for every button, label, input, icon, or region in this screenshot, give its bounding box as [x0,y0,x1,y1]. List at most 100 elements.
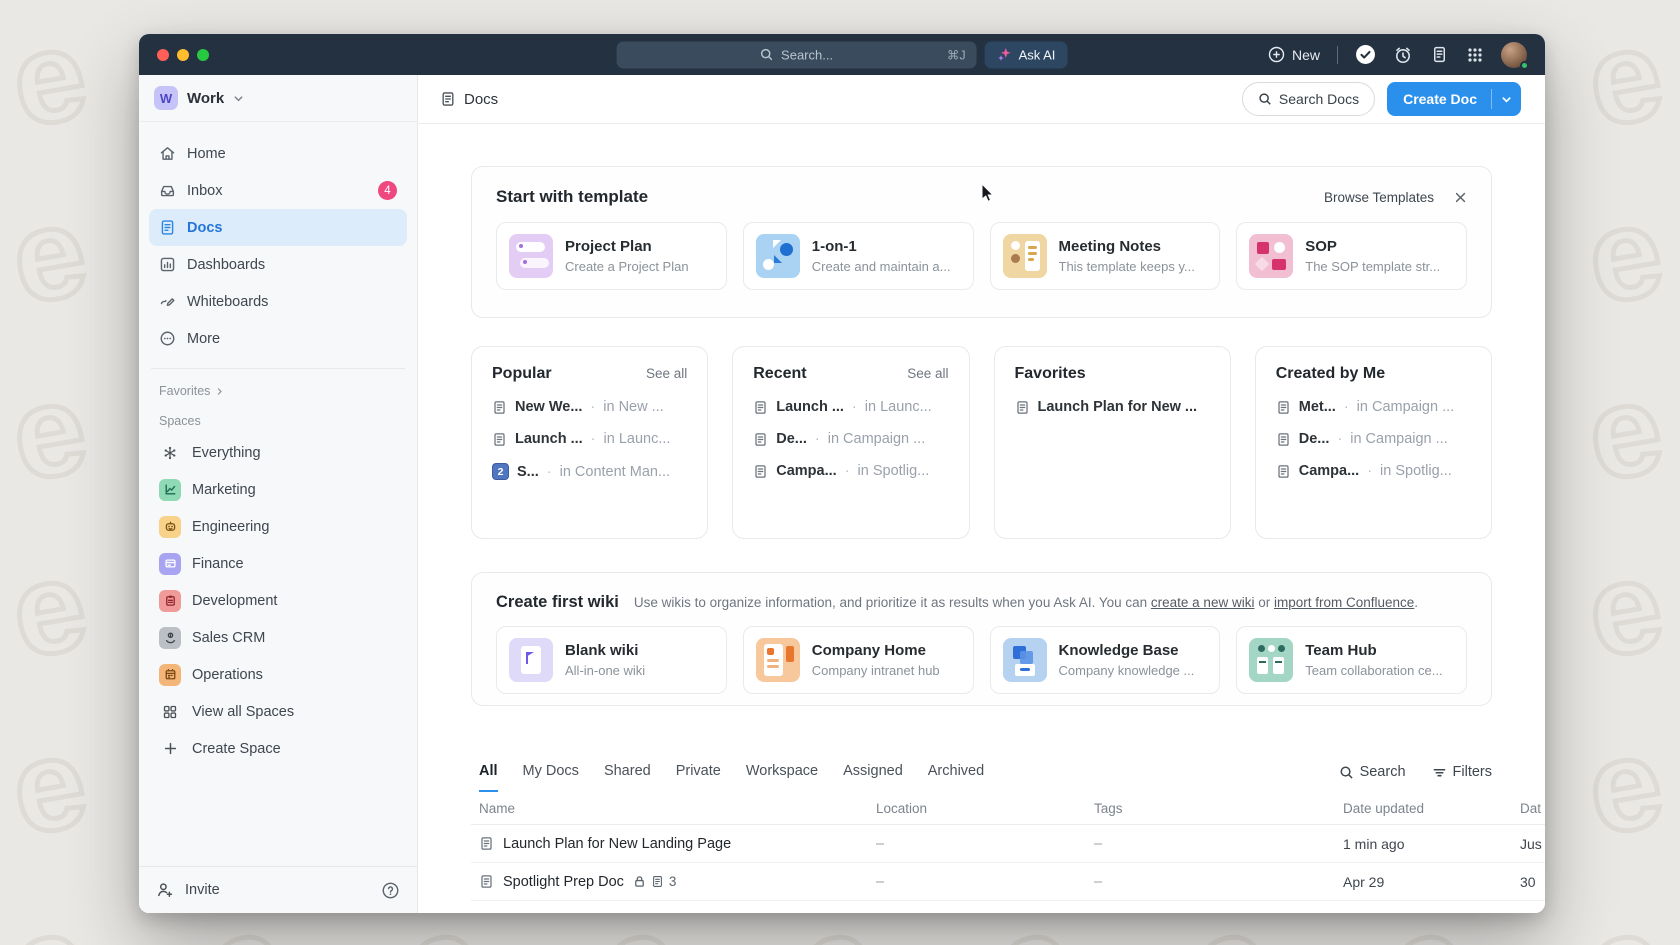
ask-ai-button[interactable]: Ask AI [984,41,1068,68]
sidebar-item-inbox[interactable]: Inbox 4 [149,172,407,209]
tab-private[interactable]: Private [675,763,721,779]
tab-assigned[interactable]: Assigned [843,763,903,779]
doc-list-item[interactable]: Launch ... · in Launc... [753,399,948,415]
whiteboards-icon [159,293,176,310]
table-search-button[interactable]: Search [1339,764,1406,780]
workspace-switcher[interactable]: W Work [139,75,417,122]
doc-list-item[interactable]: 2 S... · in Content Man... [492,463,687,480]
new-button[interactable]: New [1268,46,1320,63]
see-all-link[interactable]: See all [907,366,949,381]
sidebar-item-dashboards[interactable]: Dashboards [149,246,407,283]
dot-separator: · [590,431,596,447]
numbered-doc-icon: 2 [492,463,509,480]
template-card-1-on-1[interactable]: 1-on-1 Create and maintain a... [742,222,974,290]
reminders-clock-icon[interactable] [1393,45,1413,65]
doc-list-item[interactable]: Campa... · in Spotlig... [1276,463,1471,479]
sidebar-space-engineering[interactable]: Engineering [149,508,407,545]
tasks-check-icon[interactable] [1355,44,1376,65]
sidebar-item-label: Whiteboards [187,293,269,310]
sidebar-space-operations[interactable]: Operations [149,656,407,693]
browse-templates-link[interactable]: Browse Templates [1323,189,1434,205]
sidebar-space-marketing[interactable]: Marketing [149,471,407,508]
column-header-name[interactable]: Name [479,800,516,816]
page-title: Docs [464,90,499,108]
template-card-title: Project Plan [565,238,652,255]
marketing-chart-icon [159,478,181,501]
online-status-dot [1520,60,1529,70]
minimize-window-button[interactable] [177,48,189,61]
sidebar-view-all-spaces[interactable]: View all Spaces [149,693,407,730]
dot-separator: · [590,399,596,415]
template-card-meeting-notes[interactable]: Meeting Notes This template keeps y... [989,222,1221,290]
sidebar-item-home[interactable]: Home [149,135,407,172]
doc-date-clipped: 30 [1520,873,1536,890]
sidebar-item-whiteboards[interactable]: Whiteboards [149,283,407,320]
table-row[interactable]: Launch Plan for New Landing Page – – 1 m… [471,825,1545,863]
doc-list-item[interactable]: Launch ... · in Launc... [492,431,687,447]
tab-archived[interactable]: Archived [927,763,985,779]
column-header-location[interactable]: Location [876,800,928,816]
notepad-icon[interactable] [1430,45,1449,64]
import-from-confluence-link[interactable]: import from Confluence [1273,595,1415,610]
create-doc-button[interactable]: Create Doc [1387,82,1521,116]
sidebar-space-development[interactable]: Development [149,582,407,619]
apps-grid-icon[interactable] [1466,46,1484,64]
close-window-button[interactable] [157,48,169,61]
docs-tabs: All My Docs Shared Private Workspace Ass… [471,763,1492,792]
spaces-section-label: Spaces [149,410,407,434]
one-on-one-thumbnail [755,234,800,278]
space-label: Development [192,592,278,609]
favorites-section-toggle[interactable]: Favorites [149,380,407,404]
create-doc-dropdown[interactable] [1491,89,1521,109]
create-new-wiki-link[interactable]: create a new wiki [1150,595,1255,610]
docs-table: Name Location Tags Date updated Dat Laun… [471,792,1545,901]
template-card-project-plan[interactable]: Project Plan Create a Project Plan [496,222,727,290]
doc-location: in Launc... [864,399,932,415]
tab-my-docs[interactable]: My Docs [522,763,579,779]
table-search-label: Search [1359,764,1406,780]
column-header-date-updated[interactable]: Date updated [1343,800,1425,816]
global-search-bar[interactable]: Search... ⌘J [616,41,977,68]
search-docs-button[interactable]: Search Docs [1241,82,1376,116]
recent-card: Recent See all Launch ... · in Launc... … [732,346,970,539]
dot-separator: · [1367,463,1373,479]
template-card-sop[interactable]: SOP The SOP template str... [1236,222,1467,290]
doc-list-item[interactable]: De... · in Campaign ... [1276,431,1471,447]
sidebar-item-more[interactable]: More [149,320,407,357]
close-icon[interactable] [1454,191,1467,204]
dot-separator: · [1343,399,1349,415]
dashboards-icon [159,256,176,273]
sidebar-space-finance[interactable]: Finance [149,545,407,582]
table-row[interactable]: Spotlight Prep Doc 3 – – Apr 29 30 [471,863,1545,901]
tab-workspace[interactable]: Workspace [745,763,819,779]
sidebar-item-docs[interactable]: Docs [149,209,407,246]
invite-label[interactable]: Invite [185,882,220,898]
tab-shared[interactable]: Shared [603,763,651,779]
wiki-card-blank-wiki[interactable]: Blank wiki All-in-one wiki [496,626,727,694]
wiki-card-subtitle: All-in-one wiki [565,663,646,678]
help-icon[interactable] [381,881,400,900]
tab-all[interactable]: All [479,763,498,792]
see-all-link[interactable]: See all [645,366,688,381]
sidebar-space-everything[interactable]: Everything [149,434,407,471]
doc-location: in Campaign ... [1350,431,1448,447]
team-hub-thumbnail [1249,638,1294,682]
doc-list-item[interactable]: Met... · in Campaign ... [1276,399,1471,415]
wiki-card-team-hub[interactable]: Team Hub Team collaboration ce... [1236,626,1467,694]
dot-separator: · [546,463,552,480]
doc-list-item[interactable]: Launch Plan for New ... [1015,399,1210,415]
wiki-card-company-home[interactable]: Company Home Company intranet hub [742,626,974,694]
doc-name: S... [517,463,539,480]
sidebar-space-sales-crm[interactable]: Sales CRM [149,619,407,656]
doc-list-item[interactable]: Campa... · in Spotlig... [753,463,948,479]
column-header-date-clipped[interactable]: Dat [1520,800,1542,816]
doc-name: Spotlight Prep Doc [503,873,624,890]
doc-list-item[interactable]: New We... · in New ... [492,399,687,415]
doc-list-item[interactable]: De... · in Campaign ... [753,431,948,447]
user-avatar[interactable] [1501,41,1529,70]
wiki-card-knowledge-base[interactable]: Knowledge Base Company knowledge ... [989,626,1221,694]
filters-button[interactable]: Filters [1432,764,1492,780]
sidebar-create-space[interactable]: Create Space [149,730,407,767]
column-header-tags[interactable]: Tags [1094,800,1123,816]
zoom-window-button[interactable] [197,48,209,61]
